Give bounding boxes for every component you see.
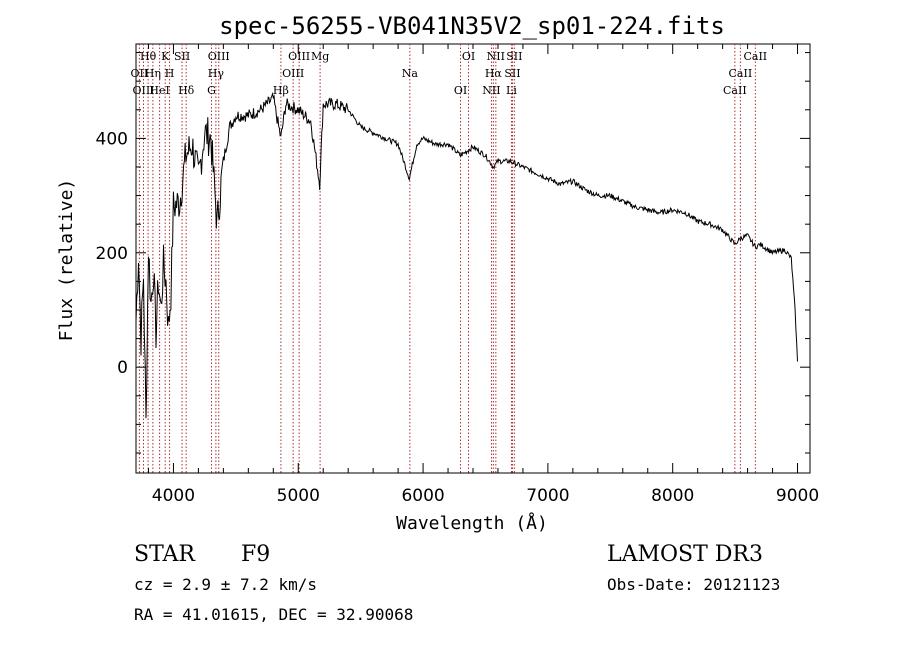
line-label-12: OIII (288, 50, 310, 63)
x-axis-label: Wavelength (Å) (396, 512, 548, 534)
x-axis: 4000 5000 6000 7000 8000 9000 (147, 44, 819, 506)
line-label-18: OI (462, 50, 475, 63)
x-tick-label-5: 9000 (776, 486, 819, 506)
ra-dec-coordinates: RA = 41.01615, DEC = 32.90068 (134, 605, 413, 624)
line-label-19: Hα (485, 67, 503, 80)
y-tick-label-0: 0 (117, 358, 128, 378)
line-label-26: CaII (723, 84, 747, 97)
line-label-23: Li (506, 84, 517, 97)
line-label-17: OI (454, 84, 467, 97)
plot-frame (135, 43, 811, 474)
line-label-6: SII (174, 50, 190, 63)
y-tick-label-2: 400 (96, 129, 128, 149)
observation-date: Obs-Date: 20121123 (607, 575, 780, 594)
x-tick-label-3: 7000 (526, 486, 569, 506)
redshift-cz: cz = 2.9 ± 7.2 km/s (134, 575, 317, 594)
line-label-25: CaII (729, 67, 753, 80)
line-label-2: OIII (132, 84, 154, 97)
object-class: STAR (134, 542, 196, 567)
line-label-1: OII (131, 67, 149, 80)
line-label-21: NII (487, 50, 505, 63)
object-subclass: F9 (241, 542, 270, 567)
line-label-15: Mg (311, 50, 329, 63)
x-tick-label-2: 6000 (401, 486, 444, 506)
line-label-27: CaII (743, 50, 767, 63)
line-label-5: K (161, 50, 170, 63)
line-label-3: Hη (145, 67, 161, 80)
plot-area: Hθ OII OIII Hη HeI K SII HHδ OIII Hγ G OIII OIII Hβ Mg… (96, 43, 819, 506)
line-label-22: SII (504, 67, 520, 80)
flux-series-line (135, 91, 798, 419)
line-label-9: OIII (208, 50, 230, 63)
line-label-10: Hγ (208, 67, 225, 80)
spectral-line-labels: Hθ OII OIII Hη HeI K SII HHδ OIII Hγ G OIII OIII Hβ Mg… (131, 50, 768, 97)
line-label-11: G (207, 84, 216, 97)
x-tick-label-1: 5000 (277, 486, 320, 506)
line-label-0: Hθ (140, 50, 157, 63)
line-label-4: HeI (149, 84, 169, 97)
line-label-13: OIII (282, 67, 304, 80)
y-axis-label: Flux (relative) (56, 179, 77, 342)
y-axis: 0 200 400 (96, 52, 810, 454)
chart-title: spec-56255-VB041N35V2_sp01-224.fits (219, 12, 725, 40)
line-label-8: Hδ (178, 84, 195, 97)
y-tick-label-1: 200 (96, 244, 128, 264)
line-label-20: NII (482, 84, 500, 97)
line-label-24: SII (506, 50, 522, 63)
survey-name: LAMOST DR3 (607, 542, 763, 567)
x-tick-label-0: 4000 (152, 486, 195, 506)
spectral-line-markers (138, 44, 756, 473)
line-label-14: Hβ (273, 84, 289, 97)
line-label-16: Na (402, 67, 419, 80)
x-tick-label-4: 8000 (651, 486, 694, 506)
line-label-7: H (165, 67, 175, 80)
